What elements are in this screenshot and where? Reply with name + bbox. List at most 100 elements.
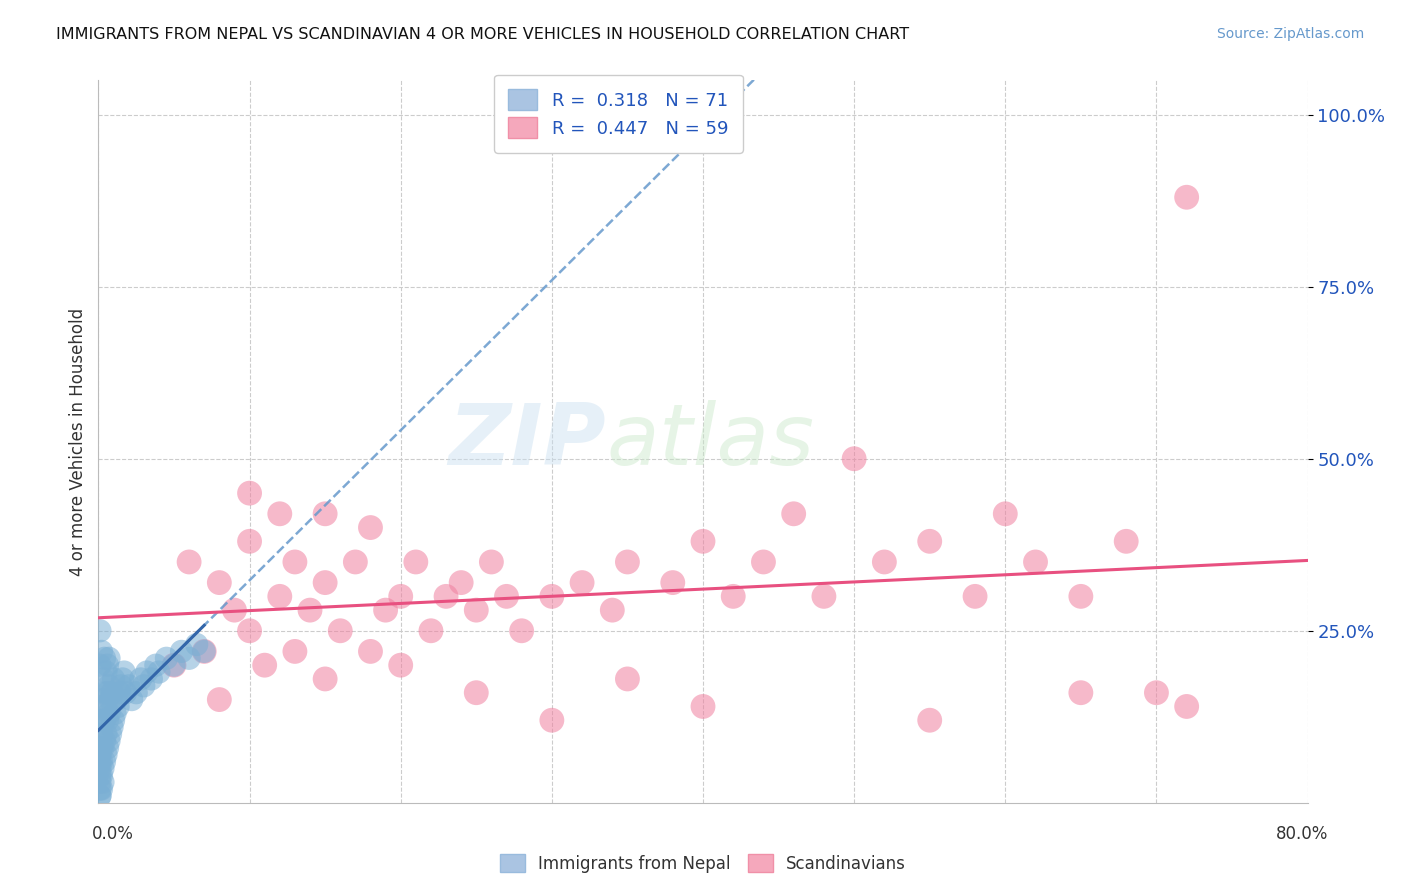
Point xyxy=(374,603,396,617)
Point xyxy=(360,520,382,534)
Point xyxy=(965,590,987,604)
Point xyxy=(208,692,231,706)
Point xyxy=(994,507,1017,521)
Point xyxy=(90,740,112,755)
Point xyxy=(783,507,806,521)
Point xyxy=(510,624,533,638)
Point xyxy=(93,651,115,665)
Point xyxy=(1070,590,1092,604)
Point xyxy=(89,775,111,789)
Point xyxy=(105,692,128,706)
Point xyxy=(269,507,291,521)
Point xyxy=(129,672,152,686)
Point xyxy=(96,658,118,673)
Point xyxy=(132,679,155,693)
Point xyxy=(91,713,114,727)
Point xyxy=(389,658,412,673)
Point xyxy=(98,679,121,693)
Point xyxy=(89,789,111,803)
Text: Source: ZipAtlas.com: Source: ZipAtlas.com xyxy=(1216,27,1364,41)
Point xyxy=(91,692,114,706)
Point xyxy=(239,534,262,549)
Point xyxy=(752,555,775,569)
Point xyxy=(692,699,714,714)
Point xyxy=(571,575,593,590)
Text: IMMIGRANTS FROM NEPAL VS SCANDINAVIAN 4 OR MORE VEHICLES IN HOUSEHOLD CORRELATIO: IMMIGRANTS FROM NEPAL VS SCANDINAVIAN 4 … xyxy=(56,27,910,42)
Point xyxy=(602,603,624,617)
Point xyxy=(163,658,186,673)
Point xyxy=(114,686,136,700)
Point xyxy=(918,713,941,727)
Point xyxy=(112,665,135,679)
Point xyxy=(89,624,111,638)
Point xyxy=(434,590,457,604)
Point xyxy=(844,451,866,466)
Point xyxy=(813,590,835,604)
Point xyxy=(91,672,114,686)
Point xyxy=(96,740,118,755)
Point xyxy=(98,734,121,748)
Point xyxy=(284,644,307,658)
Point xyxy=(1175,699,1198,714)
Point xyxy=(118,679,141,693)
Point xyxy=(540,713,562,727)
Point xyxy=(90,644,112,658)
Point xyxy=(692,534,714,549)
Point xyxy=(103,672,125,686)
Point xyxy=(91,761,114,775)
Point xyxy=(96,686,118,700)
Point xyxy=(101,686,124,700)
Point xyxy=(239,486,262,500)
Point xyxy=(405,555,427,569)
Point xyxy=(145,658,167,673)
Point xyxy=(481,555,503,569)
Point xyxy=(141,672,163,686)
Point xyxy=(163,658,186,673)
Point xyxy=(89,755,111,769)
Point xyxy=(94,699,117,714)
Text: 80.0%: 80.0% xyxy=(1277,825,1329,843)
Point xyxy=(89,782,111,797)
Text: atlas: atlas xyxy=(606,400,814,483)
Point xyxy=(90,699,112,714)
Point xyxy=(540,590,562,604)
Point xyxy=(93,686,115,700)
Point xyxy=(193,644,215,658)
Point xyxy=(96,713,118,727)
Point xyxy=(111,672,134,686)
Point xyxy=(104,706,127,721)
Point xyxy=(170,644,193,658)
Point xyxy=(89,747,111,762)
Point xyxy=(299,603,322,617)
Text: ZIP: ZIP xyxy=(449,400,606,483)
Point xyxy=(1175,190,1198,204)
Point xyxy=(94,665,117,679)
Point xyxy=(121,692,143,706)
Point xyxy=(98,706,121,721)
Point xyxy=(224,603,246,617)
Point xyxy=(155,651,177,665)
Point xyxy=(465,603,488,617)
Point xyxy=(193,644,215,658)
Point xyxy=(465,686,488,700)
Point xyxy=(148,665,170,679)
Point xyxy=(495,590,517,604)
Point xyxy=(179,651,201,665)
Point xyxy=(314,507,336,521)
Point xyxy=(918,534,941,549)
Point xyxy=(360,644,382,658)
Point xyxy=(89,658,111,673)
Point xyxy=(91,740,114,755)
Point xyxy=(110,679,132,693)
Point xyxy=(101,720,124,734)
Point xyxy=(284,555,307,569)
Legend: Immigrants from Nepal, Scandinavians: Immigrants from Nepal, Scandinavians xyxy=(494,847,912,880)
Point xyxy=(89,768,111,782)
Legend: R =  0.318   N = 71, R =  0.447   N = 59: R = 0.318 N = 71, R = 0.447 N = 59 xyxy=(494,75,742,153)
Point xyxy=(314,575,336,590)
Point xyxy=(93,734,115,748)
Point xyxy=(135,665,157,679)
Point xyxy=(89,789,111,803)
Y-axis label: 4 or more Vehicles in Household: 4 or more Vehicles in Household xyxy=(69,308,87,575)
Point xyxy=(1024,555,1046,569)
